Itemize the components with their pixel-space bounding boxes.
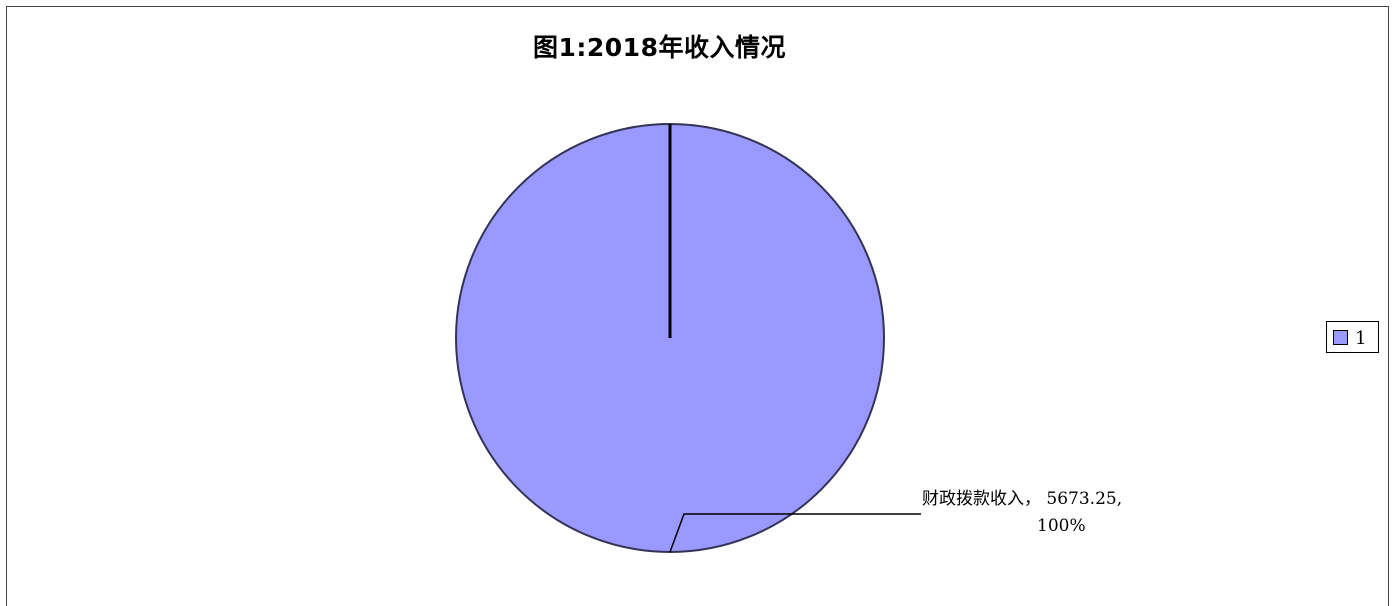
legend-swatch [1333, 330, 1348, 345]
data-label-slice-0: 财政拨款收入， 5673.25, 100% [922, 486, 1182, 540]
data-label-leader-line [669, 513, 921, 553]
data-label-line2: 100% [1037, 516, 1086, 536]
chart-title: 图1:2018年收入情况 [533, 33, 786, 62]
legend: 1 [1326, 321, 1379, 353]
legend-entry-label: 1 [1355, 328, 1367, 349]
data-label-line1: 财政拨款收入， 5673.25, [922, 489, 1123, 509]
